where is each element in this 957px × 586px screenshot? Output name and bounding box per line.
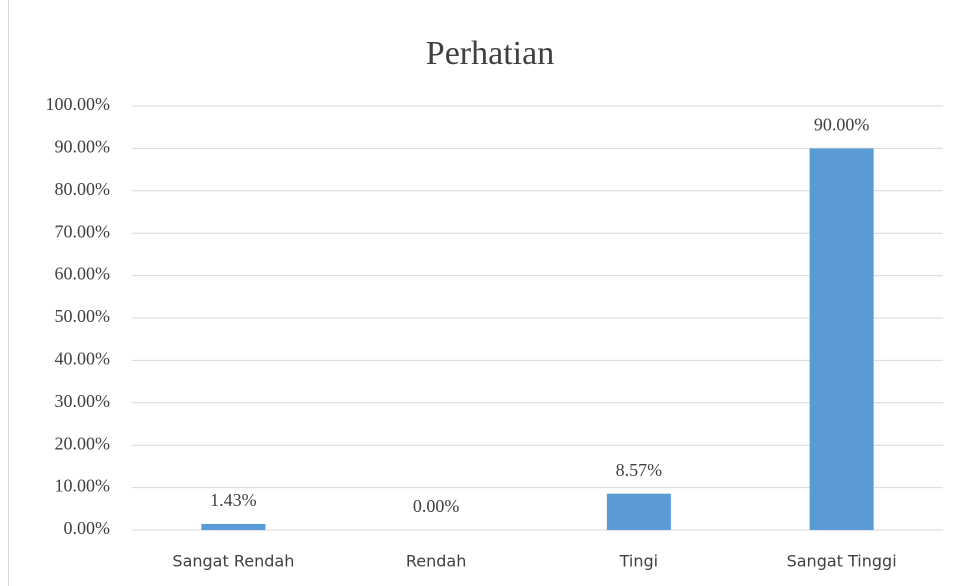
- y-tick-label: 20.00%: [55, 433, 111, 453]
- bar: [201, 523, 266, 530]
- data-label: 90.00%: [814, 115, 870, 135]
- chart-title: Perhatian: [426, 35, 554, 72]
- y-tick-label: 100.00%: [46, 94, 111, 114]
- y-tick-label: 40.00%: [55, 349, 111, 369]
- x-tick-label: Sangat Tinggi: [787, 552, 897, 571]
- y-tick-label: 60.00%: [55, 264, 111, 284]
- bar: [809, 148, 874, 530]
- data-label: 8.57%: [616, 460, 663, 480]
- y-tick-label: 0.00%: [64, 518, 111, 538]
- y-tick-label: 80.00%: [55, 179, 111, 199]
- bar: [606, 493, 671, 530]
- data-label: 0.00%: [413, 496, 460, 516]
- y-tick-label: 10.00%: [55, 476, 111, 496]
- x-tick-label: Rendah: [406, 552, 466, 571]
- x-tick-label: Tingi: [619, 552, 658, 571]
- x-tick-label: Sangat Rendah: [172, 552, 294, 571]
- y-tick-label: 30.00%: [55, 391, 111, 411]
- data-label: 1.43%: [210, 490, 257, 510]
- y-tick-label: 70.00%: [55, 221, 111, 241]
- y-tick-label: 50.00%: [55, 306, 111, 326]
- y-tick-label: 90.00%: [55, 137, 111, 157]
